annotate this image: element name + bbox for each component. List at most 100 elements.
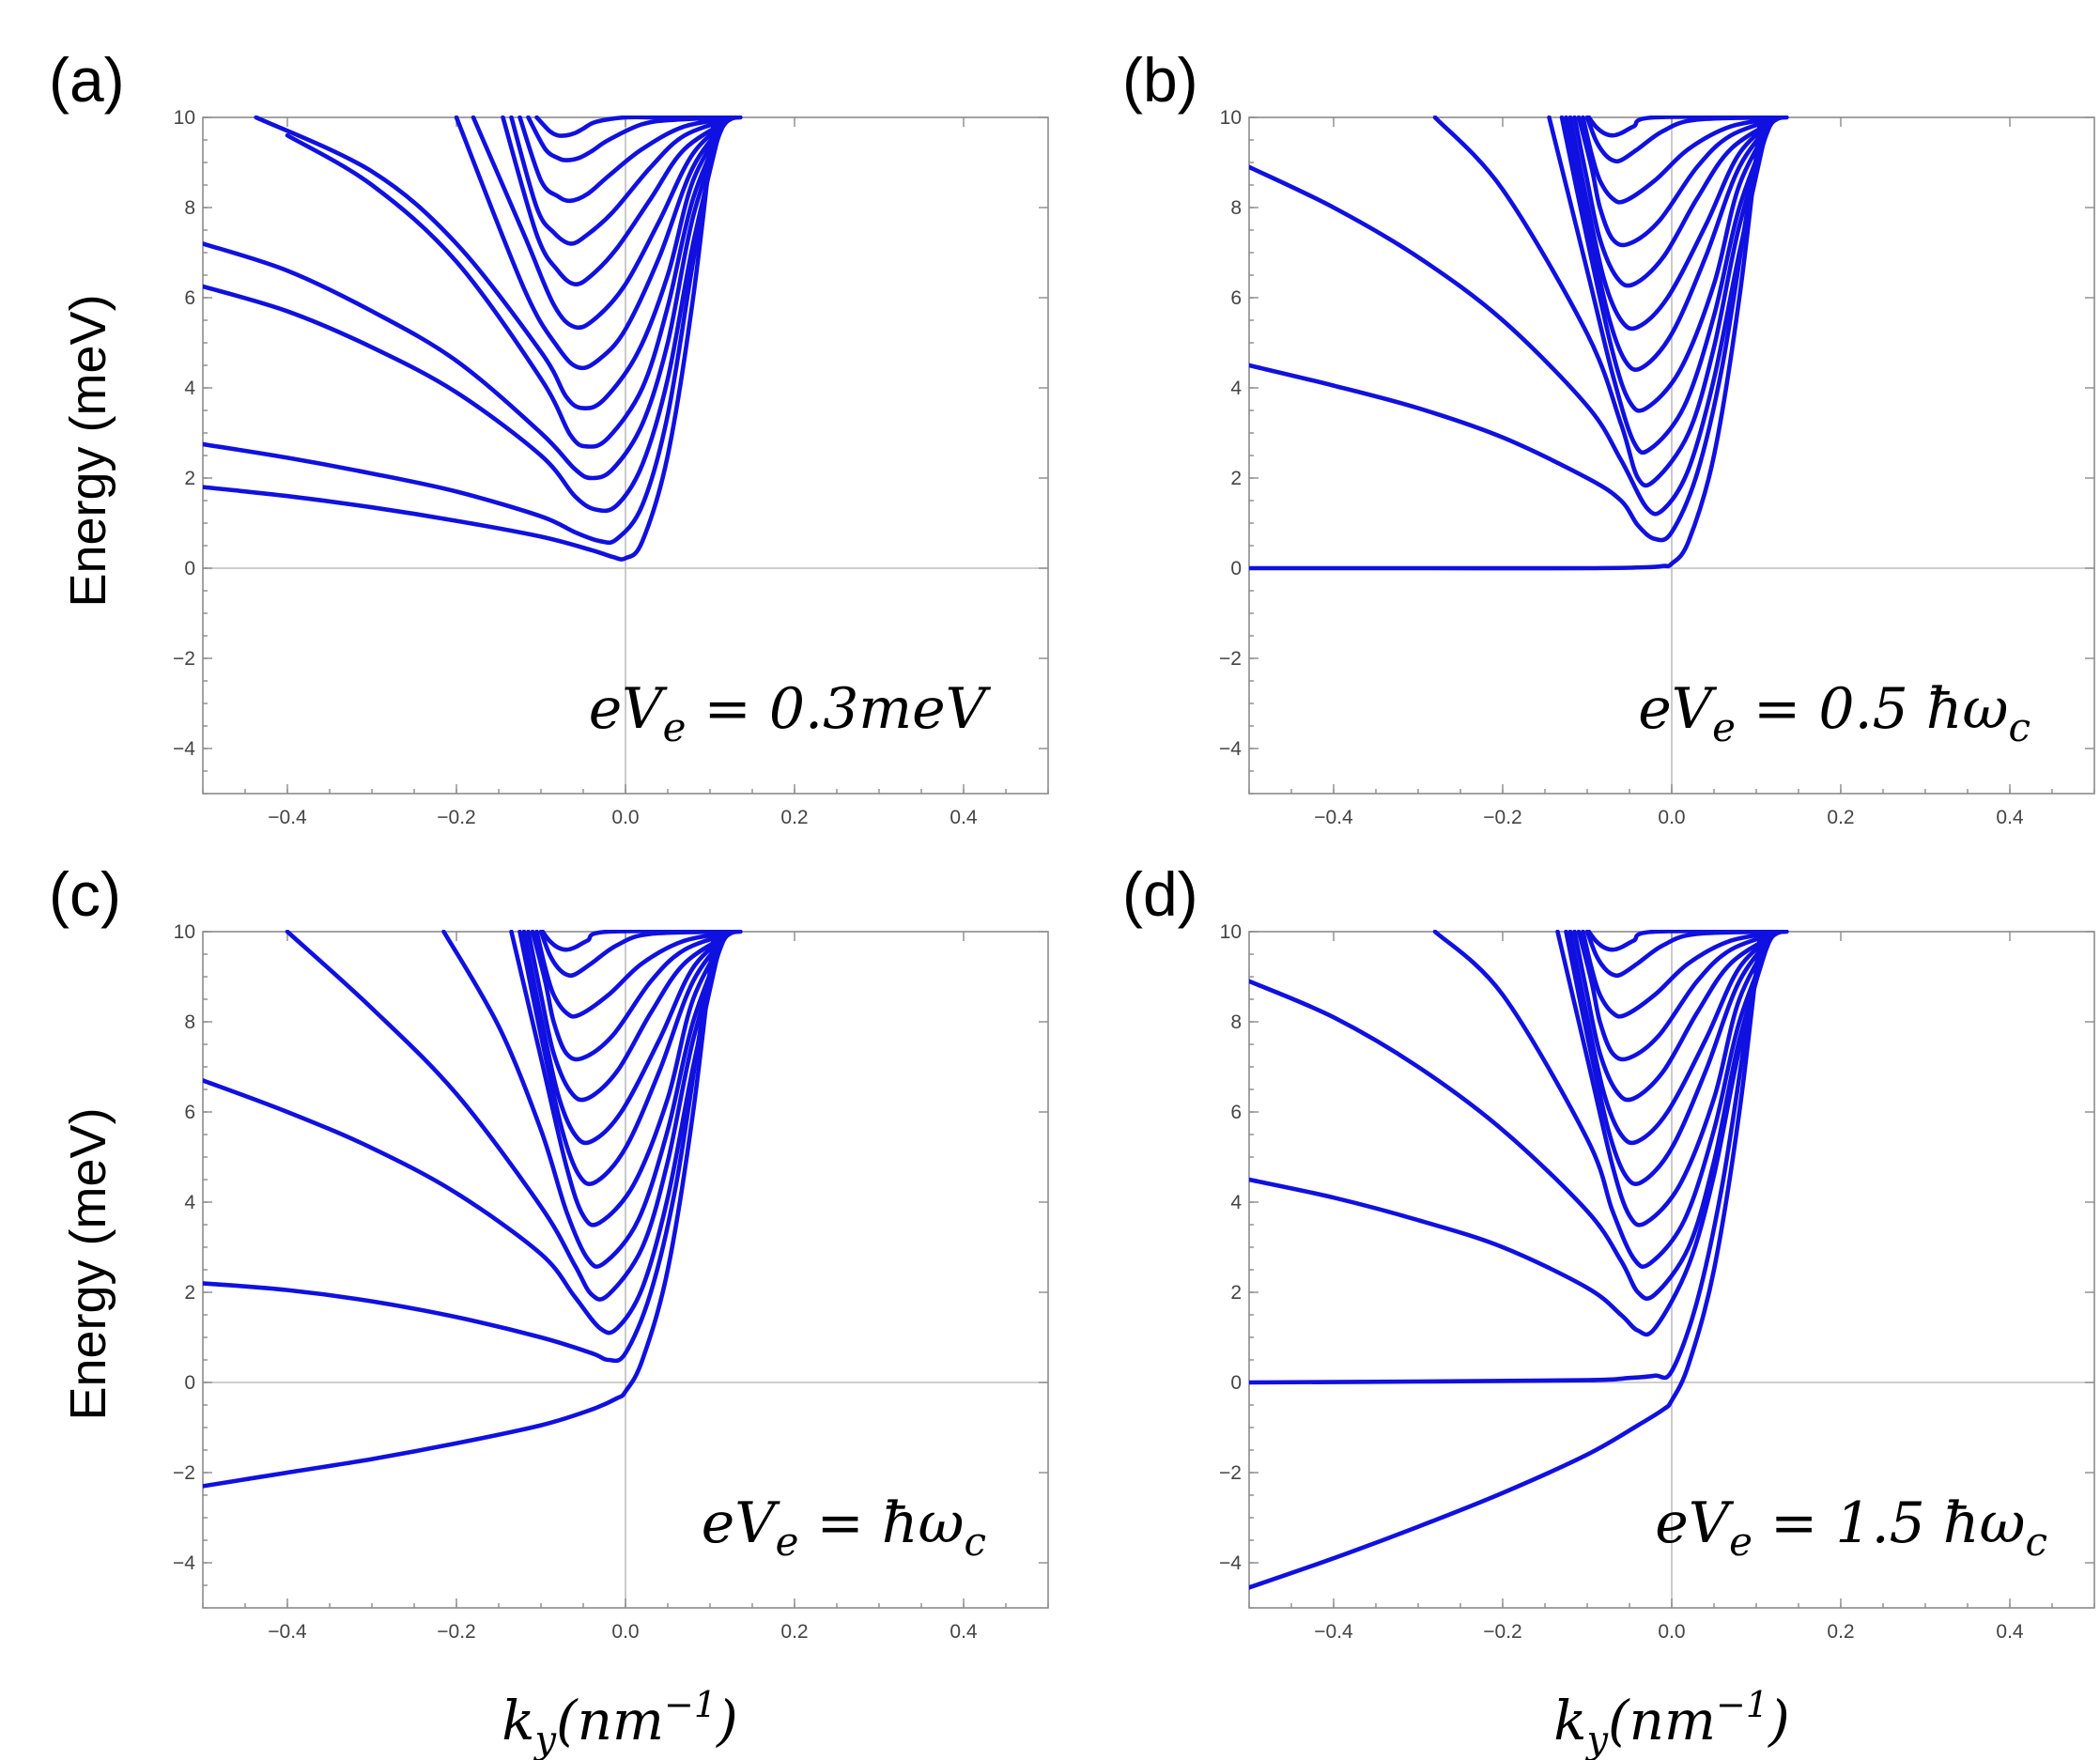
- y-tick-label: 4: [1230, 1192, 1242, 1213]
- energy-band-a-4: [285, 116, 730, 449]
- energy-band-b-1: [1249, 116, 1768, 543]
- y-tick-label: 2: [1230, 1282, 1242, 1304]
- y-tick-label: 0: [1230, 1372, 1242, 1394]
- x-tick-label: 0.2: [1827, 807, 1854, 828]
- energy-band-c-5: [509, 930, 732, 1227]
- y-tick-label: −4: [1219, 1552, 1242, 1574]
- y-tick-label: 10: [1220, 921, 1242, 943]
- x-tick-label: 0.2: [780, 1621, 808, 1643]
- energy-band-a-7: [471, 116, 734, 331]
- energy-band-b-4: [1547, 116, 1776, 455]
- energy-band-d-7: [1567, 930, 1781, 1146]
- energy-band-a-10: [517, 116, 740, 204]
- energy-band-c-1: [203, 930, 721, 1364]
- panel-letter-a: (a): [49, 45, 125, 115]
- energy-band-b-7: [1567, 116, 1781, 332]
- y-tick-label: 10: [174, 921, 195, 943]
- y-tick-label: −2: [1219, 1462, 1242, 1484]
- energy-band-c-12: [540, 930, 743, 952]
- annotation-a: eVe = 0.3meV: [589, 676, 992, 750]
- x-tick-label: 0.2: [1827, 1621, 1854, 1643]
- energy-band-c-2: [203, 930, 725, 1335]
- energy-band-d-11: [1584, 930, 1787, 979]
- y-tick-label: −4: [173, 738, 195, 760]
- energy-band-d-10: [1581, 930, 1786, 1019]
- energy-band-a-6: [454, 116, 733, 371]
- energy-band-c-6: [517, 930, 733, 1186]
- energy-band-b-8: [1572, 116, 1783, 288]
- x-tick-label: 0.0: [611, 807, 639, 828]
- y-tick-label: 4: [184, 1192, 195, 1213]
- y-tick-label: 2: [1230, 468, 1242, 489]
- energy-band-c-10: [534, 930, 740, 1019]
- energy-band-b-2: [1249, 116, 1771, 517]
- energy-band-d-5: [1555, 930, 1778, 1227]
- panel-letter-c: (c): [49, 859, 121, 929]
- energy-band-d-4: [1432, 930, 1776, 1269]
- x-tick-label: 0.4: [950, 807, 978, 828]
- y-tick-label: 6: [184, 1102, 195, 1123]
- x-tick-label: 0.4: [1996, 807, 2024, 828]
- x-tick-label: 0.4: [1996, 1621, 2024, 1643]
- panel-d-plot: −0.4 −0.2 0.0 0.2 0.4 −4 −2 0 2 4 6 8 10 eVe = 1.5 ħ…: [1219, 921, 2095, 1643]
- energy-band-a-12: [534, 116, 743, 138]
- y-tick-label: 8: [1230, 197, 1242, 219]
- energy-band-d-6: [1564, 930, 1779, 1186]
- energy-band-a-0: [203, 116, 717, 562]
- panel-c-plot: −0.4 −0.2 0.0 0.2 0.4 −4 −2 0 2 4 6 8 10 eVe = ħωc: [173, 921, 1049, 1643]
- energy-band-b-10: [1581, 116, 1786, 205]
- y-tick-label: −2: [173, 1462, 195, 1484]
- energy-band-c-0: [203, 930, 717, 1489]
- x-tick-label: −0.4: [268, 807, 307, 828]
- energy-band-c-7: [521, 930, 734, 1146]
- x-tick-label: 0.2: [780, 807, 808, 828]
- energy-band-a-9: [509, 116, 738, 246]
- panel-a-plot: −0.4 −0.2 0.0 0.2 0.4 −4 −2 0 2 4 6 8 10 eVe = 0.3me…: [173, 107, 1049, 828]
- energy-band-c-4: [441, 930, 730, 1269]
- y-tick-label: −2: [173, 648, 195, 670]
- energy-band-d-2: [1249, 930, 1771, 1337]
- y-tick-label: −4: [173, 1552, 195, 1574]
- energy-band-d-3: [1249, 930, 1774, 1302]
- energy-band-b-3: [1432, 116, 1774, 488]
- energy-band-c-11: [538, 930, 741, 979]
- annotation-d: eVe = 1.5 ħωc: [1655, 1490, 2047, 1565]
- annotation-b: eVe = 0.5 ħωc: [1638, 676, 2031, 750]
- energy-band-d-1: [1249, 930, 1768, 1385]
- y-tick-label: 2: [184, 1282, 195, 1304]
- energy-band-d-9: [1576, 930, 1784, 1062]
- y-tick-label: −2: [1219, 648, 1242, 670]
- y-tick-label: 0: [184, 1372, 195, 1394]
- y-tick-label: 0: [1230, 558, 1242, 579]
- energy-band-d-0: [1249, 930, 1763, 1590]
- y-tick-label: 2: [184, 468, 195, 489]
- energy-band-a-11: [526, 116, 741, 162]
- energy-band-c-3: [285, 930, 728, 1302]
- x-tick-label: −0.4: [1314, 1621, 1353, 1643]
- x-tick-label: 0.0: [1658, 807, 1685, 828]
- y-axis-label-bottom: Energy (meV): [60, 1107, 116, 1420]
- panel-b-plot: −0.4 −0.2 0.0 0.2 0.4 −4 −2 0 2 4 6 8 10 eVe = 0.5 ħ…: [1219, 107, 2095, 828]
- y-tick-label: 6: [184, 287, 195, 309]
- energy-band-b-12: [1586, 116, 1789, 138]
- panel-letter-b: (b): [1122, 45, 1198, 115]
- energy-band-b-0: [1249, 116, 1763, 571]
- energy-band-d-8: [1572, 930, 1783, 1103]
- y-axis-label-top: Energy (meV): [60, 294, 116, 607]
- y-tick-label: 4: [1230, 378, 1242, 399]
- y-tick-label: 10: [1220, 107, 1242, 129]
- energy-band-b-5: [1559, 116, 1778, 413]
- energy-band-c-9: [530, 930, 738, 1062]
- x-tick-label: −0.2: [1483, 807, 1521, 828]
- energy-band-a-2: [203, 116, 725, 514]
- y-tick-label: 8: [184, 197, 195, 219]
- x-axis-label-left: ky(nm−1): [502, 1684, 737, 1760]
- annotation-c: eVe = ħωc: [702, 1490, 986, 1565]
- y-tick-label: 6: [1230, 287, 1242, 309]
- y-tick-label: 10: [174, 107, 195, 129]
- energy-band-a-1: [203, 116, 721, 546]
- y-tick-label: −4: [1219, 738, 1242, 760]
- y-tick-label: 8: [1230, 1011, 1242, 1033]
- energy-band-b-11: [1584, 116, 1787, 164]
